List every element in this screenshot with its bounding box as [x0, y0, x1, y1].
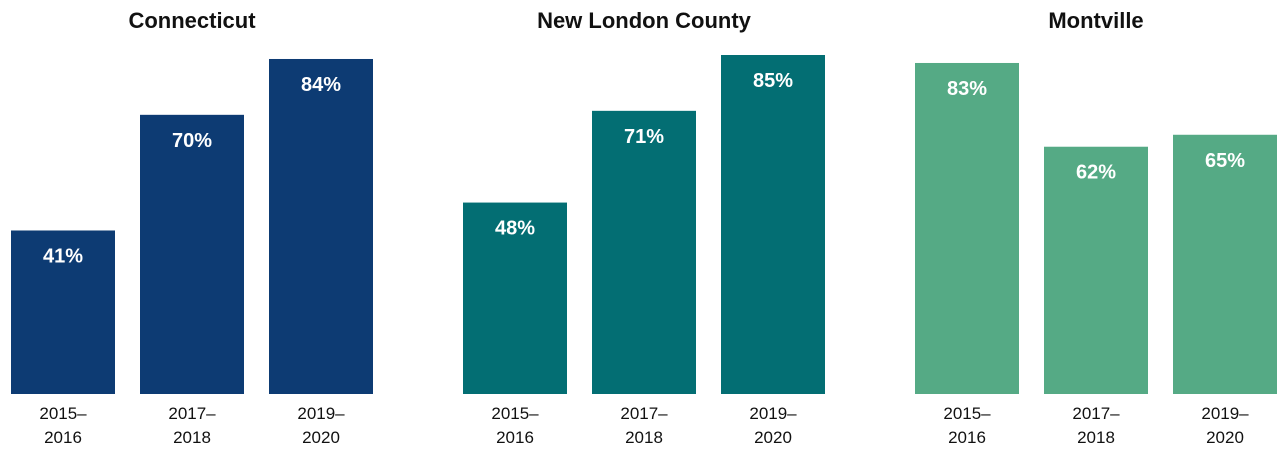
data-label-new-london-county-3: 85%	[753, 70, 793, 92]
tick-label-montville-2-line1: 2017–	[1072, 404, 1120, 423]
bar-montville-2	[1044, 146, 1148, 394]
bar-new-london-county-2	[592, 110, 696, 394]
tick-label-connecticut-2-line2: 2018	[173, 428, 211, 447]
tick-label-montville-3-line2: 2020	[1206, 428, 1244, 447]
bar-connecticut-3	[269, 58, 373, 395]
data-label-montville-1: 83%	[947, 78, 987, 100]
tick-label-connecticut-1-line2: 2016	[44, 428, 82, 447]
tick-label-new-london-county-2-line2: 2018	[625, 428, 663, 447]
bar-new-london-county-3	[721, 55, 825, 394]
data-label-new-london-county-2: 71%	[624, 126, 664, 148]
chart-title-new-london-county: New London County	[537, 8, 752, 33]
data-label-montville-3: 65%	[1205, 150, 1245, 172]
tick-label-connecticut-1-line1: 2015–	[39, 404, 87, 423]
tick-label-new-london-county-1-line2: 2016	[496, 428, 534, 447]
data-label-connecticut-2: 70%	[172, 130, 212, 152]
tick-label-new-london-county-3-line2: 2020	[754, 428, 792, 447]
chart-title-montville: Montville	[1048, 8, 1143, 33]
bar-connecticut-2	[140, 114, 244, 394]
bar-montville-1	[915, 62, 1019, 394]
bar-new-london-county-1	[463, 202, 567, 394]
tick-label-montville-1-line1: 2015–	[943, 404, 991, 423]
tick-label-connecticut-3-line2: 2020	[302, 428, 340, 447]
chart-title-connecticut: Connecticut	[128, 8, 256, 33]
data-label-connecticut-1: 41%	[43, 245, 83, 267]
tick-label-new-london-county-1-line1: 2015–	[491, 404, 539, 423]
bar-connecticut-1	[11, 230, 115, 394]
tick-label-connecticut-2-line1: 2017–	[168, 404, 216, 423]
tick-label-connecticut-3-line1: 2019–	[297, 404, 345, 423]
tick-label-new-london-county-3-line1: 2019–	[749, 404, 797, 423]
data-label-new-london-county-1: 48%	[495, 218, 535, 240]
tick-label-montville-3-line1: 2019–	[1201, 404, 1249, 423]
data-label-montville-2: 62%	[1076, 162, 1116, 184]
tick-label-new-london-county-2-line1: 2017–	[620, 404, 668, 423]
tick-label-montville-2-line2: 2018	[1077, 428, 1115, 447]
bar-montville-3	[1173, 134, 1277, 394]
tick-label-montville-1-line2: 2016	[948, 428, 986, 447]
data-label-connecticut-3: 84%	[301, 74, 341, 96]
